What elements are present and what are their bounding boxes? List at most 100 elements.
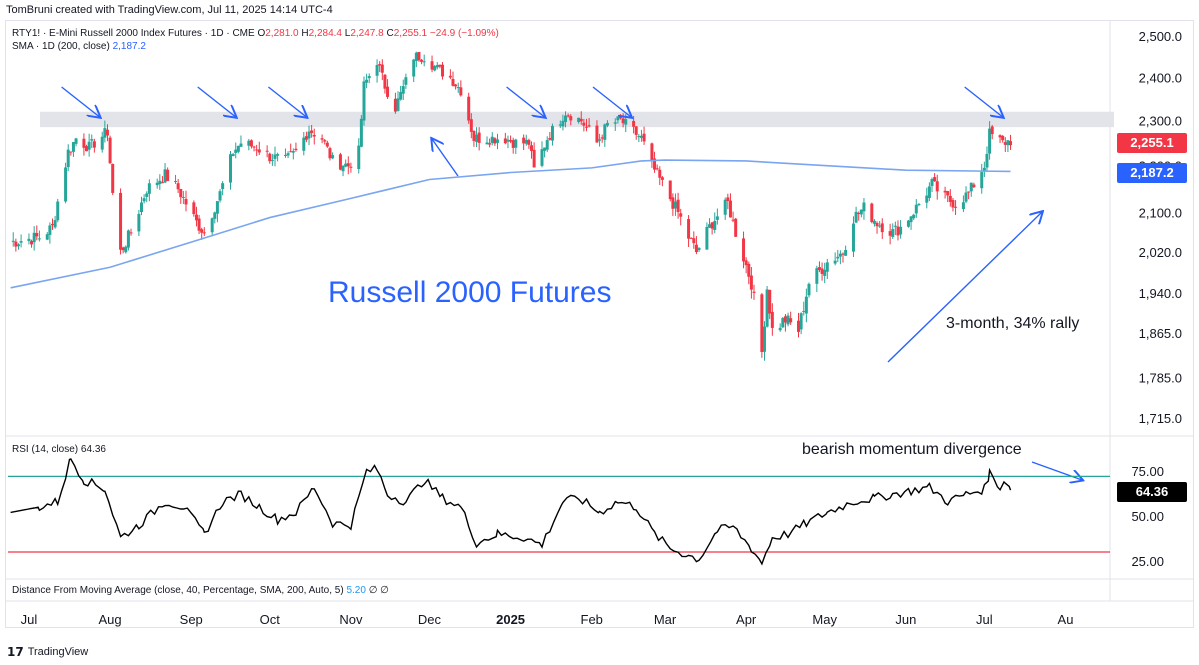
candle-body (844, 249, 848, 256)
candle-body (990, 126, 994, 135)
candle-body (797, 320, 801, 332)
candle-body (302, 137, 306, 151)
time-axis-tick: Oct (260, 612, 281, 627)
candle-body (723, 199, 727, 215)
price-axis-tick: 2,100.0 (1139, 206, 1182, 221)
candle-body (126, 230, 130, 248)
support-arrow (432, 139, 459, 177)
candle-body (616, 116, 620, 121)
symbol-label: RTY1! · E-Mini Russell 2000 Index Future… (12, 28, 255, 39)
candle-body (194, 214, 198, 221)
candle-body (506, 139, 510, 142)
candle-body (139, 202, 143, 213)
candle-body (658, 169, 662, 178)
candle-body (249, 140, 253, 147)
candle-body (11, 240, 15, 242)
candle-body (45, 234, 49, 240)
candle-body (708, 224, 712, 228)
candle-body (166, 169, 170, 182)
candle-body (124, 246, 128, 253)
candle-body (239, 143, 243, 147)
candle-body (786, 315, 790, 325)
candle-body (469, 119, 473, 132)
candle-body (660, 177, 664, 180)
candle-body (270, 160, 274, 162)
sma-value: 2,187.2 (112, 41, 146, 52)
time-axis-tick: Sep (180, 612, 203, 627)
candle-body (1009, 141, 1013, 146)
candle-body (218, 191, 222, 201)
candle-body (789, 318, 793, 323)
time-axis-tick: Dec (418, 612, 442, 627)
resistance-test-arrow (592, 86, 631, 117)
candle-body (485, 142, 489, 145)
rsi-legend[interactable]: RSI (14, close) 64.36 (12, 444, 106, 455)
candle-body (383, 74, 387, 89)
chart-annotation-title: Russell 2000 Futures (328, 276, 612, 309)
candle-body (650, 143, 654, 161)
candle-body (252, 146, 256, 148)
candle-body (823, 269, 827, 276)
candle-body (50, 223, 54, 226)
price-axis-tick: 1,940.0 (1139, 286, 1182, 301)
candle-body (961, 202, 965, 209)
candle-body (522, 137, 526, 144)
candle-body (550, 125, 554, 141)
candle-body (422, 61, 426, 63)
candle-body (637, 136, 641, 138)
candle-body (438, 64, 442, 67)
candle-body (820, 268, 824, 274)
candle-body (433, 66, 437, 71)
candle-body (210, 218, 214, 233)
candle-body (715, 216, 719, 220)
candle-body (472, 130, 476, 141)
high-label: H (301, 28, 309, 39)
candle-body (726, 197, 730, 201)
candle-body (459, 87, 463, 96)
time-axis-tick: Apr (736, 612, 757, 627)
candle-body (221, 183, 225, 190)
candle-body (490, 136, 494, 143)
candle-body (967, 191, 971, 193)
candle-body (694, 244, 698, 253)
candle-body (569, 116, 573, 121)
price-axis-tick: 2,500.0 (1139, 29, 1182, 44)
candle-body (582, 122, 586, 126)
candle-body (56, 201, 60, 221)
resistance-test-arrow (61, 86, 100, 117)
candle-body (430, 61, 434, 70)
candle-body (35, 233, 39, 237)
candle-body (899, 226, 903, 235)
candle-body (503, 138, 507, 144)
sma-line (10, 159, 1011, 289)
candle-body (857, 212, 861, 214)
candle-body (30, 240, 34, 245)
candle-body (815, 268, 819, 284)
candle-body (129, 232, 133, 234)
resistance-test-arrow (267, 86, 306, 117)
candle-body (679, 213, 683, 217)
candle-body (283, 154, 287, 156)
candle-body (954, 206, 958, 208)
candle-body (807, 283, 811, 296)
low-value: 2,247.8 (350, 28, 384, 39)
time-axis-tick: Nov (339, 612, 363, 627)
candle-body (933, 177, 937, 182)
candle-body (692, 238, 696, 244)
sma-legend[interactable]: SMA · 1D (200, close) 2,187.2 (12, 41, 146, 52)
last-price-tag: 2,255.1 (1117, 133, 1187, 153)
candle-body (930, 179, 934, 187)
candle-body (639, 135, 643, 138)
candle-body (548, 138, 552, 140)
candle-body (160, 182, 164, 184)
rally-annotation: 3-month, 34% rally (946, 315, 1080, 332)
price-axis-tick: 2,400.0 (1139, 70, 1182, 85)
candle-body (304, 136, 308, 140)
dma-legend[interactable]: Distance From Moving Average (close, 40,… (12, 585, 389, 596)
candle-body (841, 253, 845, 255)
candle-body (980, 172, 984, 189)
candle-body (359, 118, 363, 147)
candle-body (417, 51, 421, 61)
candle-body (202, 232, 206, 234)
